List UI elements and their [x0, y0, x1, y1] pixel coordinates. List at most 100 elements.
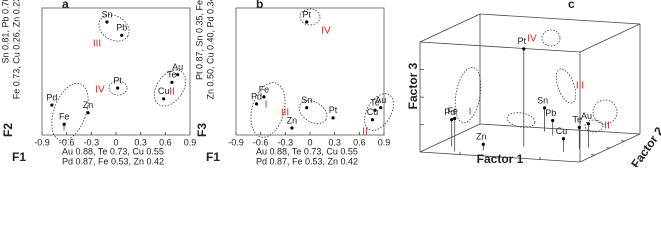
point-label: Pd — [444, 107, 455, 117]
x-tick-label: 0.3 — [134, 137, 147, 147]
point-label: Sn — [101, 9, 112, 19]
point-label: Te — [167, 70, 177, 80]
point — [116, 86, 120, 90]
z-axis-label: Factor 3 — [406, 62, 420, 109]
point — [522, 47, 526, 51]
group-label: IV — [321, 26, 331, 37]
point-label: Pt — [302, 9, 311, 19]
group-outline — [454, 66, 482, 124]
x-tick-label: -0.6 — [253, 137, 269, 147]
x-axis-loadings: Pd 0.87, Fe 0.53, Zn 0.42 — [256, 156, 358, 166]
point — [481, 142, 485, 146]
point-label: Pt — [113, 75, 122, 85]
point-label: Zn — [287, 115, 298, 125]
y-axis-label: F3 — [195, 123, 209, 137]
box-edge — [479, 123, 641, 135]
box-edge — [419, 41, 581, 53]
point — [586, 122, 591, 126]
figure: a -0.9 -0.6 -0.3 0 0.3 0.6 0.9 F1 Au 0.88, Te 0.7… — [0, 0, 661, 167]
group-outline — [108, 80, 128, 96]
group-outline — [51, 82, 89, 142]
point — [331, 116, 335, 120]
x-axis-loadings: Pd 0.87, Fe 0.53, Zn 0.42 — [62, 156, 164, 166]
x-tick-label: -0.3 — [84, 137, 100, 147]
point-label: Zn — [83, 100, 94, 110]
point — [543, 106, 547, 110]
point-label: Cu — [158, 86, 170, 96]
point — [176, 73, 180, 77]
point-label: Cu — [367, 107, 379, 117]
x-tick-label: -0.9 — [228, 137, 244, 147]
point-label: Au — [581, 111, 592, 121]
point-label: Fe — [59, 112, 70, 122]
box-edge — [579, 23, 641, 53]
point — [453, 116, 457, 121]
box-edge — [419, 13, 481, 43]
point — [170, 80, 174, 84]
y-axis-label: Factor 2 — [628, 124, 661, 167]
point-label: Fe — [259, 84, 270, 94]
x-axis-loadings: Au 0.88, Te 0.73, Cu 0.55 — [62, 146, 164, 156]
group-label: I — [265, 100, 268, 111]
point-label: Pd — [46, 93, 57, 103]
x-tick-label: 0.9 — [184, 137, 197, 147]
group-outline — [298, 100, 328, 124]
point — [162, 97, 166, 101]
point — [379, 106, 383, 110]
point-label: Zn — [476, 132, 487, 142]
group-outline — [592, 99, 618, 125]
group-label: III — [576, 81, 584, 92]
group-outline — [541, 29, 561, 47]
x-tick-label: 0.9 — [378, 137, 391, 147]
point — [290, 126, 294, 130]
y-axis-loadings: Pt 0.87, Sn 0.35, Fe 0.26 — [194, 0, 204, 80]
point — [577, 125, 581, 129]
point — [305, 20, 309, 24]
point — [370, 118, 375, 122]
point-label: Pb — [545, 108, 556, 118]
point — [373, 108, 377, 112]
x-tick-label: -0.3 — [278, 137, 294, 147]
group-label: II — [362, 127, 368, 138]
y-axis-loadings: Sn 0.81, Pb 0.70 — [0, 0, 10, 64]
group-outline — [584, 119, 604, 133]
group-outline — [299, 8, 321, 26]
group-outline — [364, 93, 394, 131]
point-label: Cu — [556, 126, 568, 136]
group-label: II — [604, 121, 610, 132]
point — [561, 137, 566, 141]
group-label: III — [281, 108, 289, 119]
box-edge — [479, 13, 641, 25]
point-label: Sn — [537, 95, 548, 105]
x-tick-label: 0.6 — [353, 137, 366, 147]
group-label: IV — [95, 85, 105, 96]
x-axis-loadings: Au 0.88, Te 0.73, Cu 0.55 — [256, 146, 358, 156]
point — [105, 20, 109, 24]
x-axis-label: F1 — [206, 150, 220, 164]
point — [62, 122, 66, 126]
point-label: Pt — [518, 36, 527, 46]
point — [50, 103, 54, 107]
group-outline — [555, 68, 577, 104]
y-axis-label: F2 — [1, 123, 15, 137]
point-label: Te — [573, 115, 583, 125]
box-edge — [419, 123, 481, 153]
point-label: Pt — [329, 105, 338, 115]
group-outline — [153, 69, 187, 107]
group-outline — [98, 14, 130, 42]
group-label: I — [63, 123, 66, 134]
x-tick-label: 0.6 — [159, 137, 172, 147]
group-outline — [250, 82, 286, 138]
point — [254, 102, 259, 106]
point — [86, 111, 90, 115]
group-label: I — [469, 107, 472, 118]
x-axis-label: F1 — [12, 150, 26, 164]
point — [450, 117, 454, 122]
x-axis-label: Factor 1 — [477, 152, 524, 166]
panel-label: b — [256, 0, 263, 11]
point — [120, 33, 124, 37]
point-label: Au — [375, 95, 386, 105]
group-label: II — [169, 87, 175, 98]
point-label: Fe — [447, 106, 458, 116]
group-label: III — [93, 39, 101, 50]
